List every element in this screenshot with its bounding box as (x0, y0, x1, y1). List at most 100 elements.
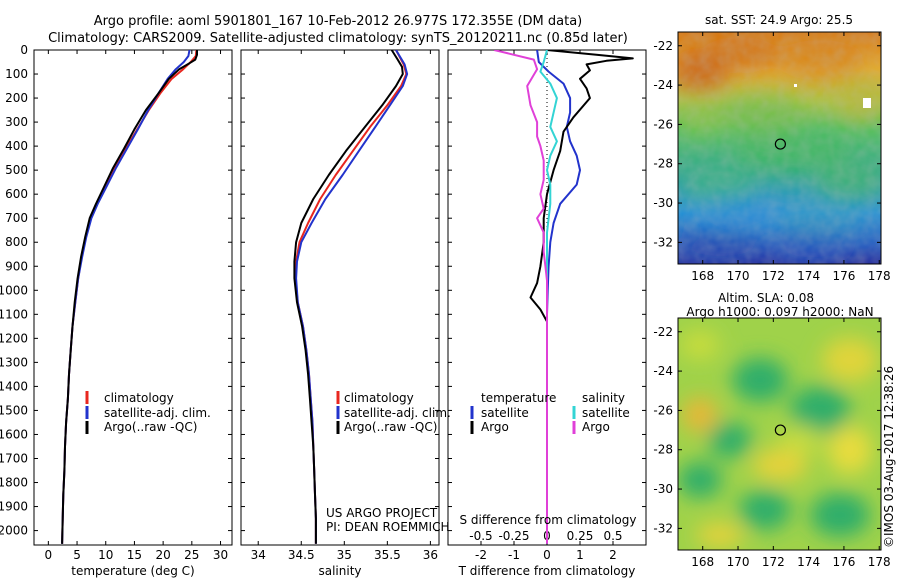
x-tick-label: 36 (423, 548, 438, 562)
salinity-x-axis: 34 34.5 35 35.5 36 (251, 50, 438, 562)
depth-tick-label: 1700 (0, 451, 28, 465)
figure-title-line2: Climatology: CARS2009. Satellite-adjuste… (48, 31, 628, 46)
x-tick-label: -1 (508, 548, 520, 562)
map-lon-label: 172 (762, 269, 785, 283)
project-annotation-line1: US ARGO PROJECT (326, 506, 438, 520)
legend-label-climatology: climatology (344, 391, 414, 405)
salinity-panel-frame (240, 49, 440, 546)
map-lat-label: -28 (653, 443, 673, 457)
depth-tick-label: 2000 (0, 524, 28, 538)
s-tick-label: 0.25 (567, 529, 594, 543)
series-line-satellite-adj-clim- (295, 50, 409, 544)
project-annotation-line2: PI: DEAN ROEMMICH (326, 520, 449, 534)
map-lat-label: -22 (653, 325, 673, 339)
depth-tick-label: 500 (5, 163, 28, 177)
series-line-t-satellite (536, 50, 581, 544)
map-lat-label: -32 (653, 521, 673, 535)
difference-legend: temperature salinity satellite Argo sate… (470, 391, 630, 434)
map-lat-label: -30 (653, 482, 673, 496)
x-tick-label: 15 (127, 548, 142, 562)
map-lat-label: -22 (653, 39, 673, 53)
depth-tick-label: 700 (5, 211, 28, 225)
legend-label-s-argo: Argo (582, 420, 610, 434)
sla-map-axes: 168 170 172 174 176 178 -22 -24 -26 -28 -30 -32 (653, 318, 891, 569)
x-tick-label: 35 (337, 548, 352, 562)
sla-map-title-line2: Argo h1000: 0.097 h2000: NaN (686, 305, 873, 319)
x-tick-label: 35.5 (374, 548, 401, 562)
sst-map-axes: 168 170 172 174 176 178 -22 -24 -26 -28 -30 -32 (653, 32, 891, 283)
depth-axis: 0 100 200 300 400 500 600 700 800 900 1000 1100 1200… (0, 43, 646, 538)
x-tick-label: 10 (98, 548, 113, 562)
legend-label-satellite: satellite-adj. clim. (344, 406, 451, 420)
depth-tick-label: 1200 (0, 331, 28, 345)
map-lat-label: -30 (653, 196, 673, 210)
depth-tick-label: 1000 (0, 283, 28, 297)
map-lon-label: 174 (797, 555, 820, 569)
difference-x-axis: -2 -1 0 1 2-0.5 -0.25 0 0.25 0.5 (469, 50, 623, 562)
legend-label-argo: Argo(..raw -QC) (344, 420, 437, 434)
legend-label-t-satellite: satellite (481, 406, 529, 420)
figure-title-line1: Argo profile: aoml 5901801_167 10-Feb-20… (94, 14, 583, 29)
argo-float-marker (774, 138, 786, 150)
depth-tick-label: 1500 (0, 403, 28, 417)
map-lat-label: -28 (653, 157, 673, 171)
difference-lines (493, 50, 634, 544)
x-tick-label: 5 (73, 548, 81, 562)
depth-tick-label: 900 (5, 259, 28, 273)
sst-heatmap (678, 32, 881, 264)
x-tick-label: -2 (475, 548, 487, 562)
sla-heatmap (678, 318, 881, 550)
temperature-x-label: temperature (deg C) (71, 564, 194, 578)
depth-tick-label: 1100 (0, 307, 28, 321)
legend-label-t-argo: Argo (481, 420, 509, 434)
salinity-x-label: salinity (318, 564, 361, 578)
legend-label-argo: Argo(..raw -QC) (104, 420, 197, 434)
series-line-satellite-adj-clim- (61, 50, 191, 544)
map-lon-label: 168 (691, 269, 714, 283)
map-lon-label: 174 (797, 269, 820, 283)
depth-tick-label: 0 (20, 43, 28, 57)
map-lon-label: 170 (727, 555, 750, 569)
x-tick-label: 2 (609, 548, 617, 562)
series-line-argo-raw-qc- (61, 50, 198, 544)
depth-tick-label: 1600 (0, 427, 28, 441)
map-lon-label: 170 (727, 269, 750, 283)
map-lon-label: 172 (762, 555, 785, 569)
map-lat-label: -26 (653, 117, 673, 131)
legend-label-s-satellite: satellite (582, 406, 630, 420)
s-difference-label: S difference from climatology (460, 513, 637, 527)
depth-tick-label: 300 (5, 115, 28, 129)
series-line-argo-raw-qc- (293, 50, 404, 544)
x-tick-label: 0 (543, 548, 551, 562)
depth-tick-label: 1900 (0, 500, 28, 514)
s-tick-label: 0.5 (603, 529, 622, 543)
x-tick-label: 30 (213, 548, 228, 562)
map-lon-label: 178 (868, 269, 891, 283)
x-tick-label: 25 (184, 548, 199, 562)
legend-label-satellite: satellite-adj. clim. (104, 406, 211, 420)
depth-tick-label: 1800 (0, 476, 28, 490)
legend-header-salinity: salinity (582, 391, 625, 405)
legend-label-climatology: climatology (104, 391, 174, 405)
x-tick-label: 34.5 (288, 548, 315, 562)
sla-map-title-line1: Altim. SLA: 0.08 (718, 291, 814, 305)
series-line-climatology (294, 50, 408, 544)
credit-text: ©IMOS 03-Aug-2017 12:38:26 (882, 366, 896, 548)
map-lon-label: 176 (832, 269, 855, 283)
series-line-t-argo (529, 50, 634, 544)
map-lat-label: -26 (653, 403, 673, 417)
map-lon-label: 176 (832, 555, 855, 569)
salinity-lines (293, 50, 409, 544)
sst-map-title: sat. SST: 24.9 Argo: 25.5 (705, 13, 853, 27)
temperature-legend: climatology satellite-adj. clim. Argo(..… (85, 391, 211, 434)
map-lat-label: -24 (653, 364, 673, 378)
depth-tick-label: 600 (5, 187, 28, 201)
map-lat-label: -24 (653, 78, 673, 92)
sst-map-frame (677, 31, 882, 265)
x-tick-label: 34 (251, 548, 266, 562)
temperature-x-axis: 0 5 10 15 20 25 30 (45, 50, 228, 562)
map-lon-label: 168 (691, 555, 714, 569)
argo-float-marker (774, 424, 786, 436)
s-tick-label: -0.5 (469, 529, 492, 543)
x-tick-label: 0 (45, 548, 53, 562)
